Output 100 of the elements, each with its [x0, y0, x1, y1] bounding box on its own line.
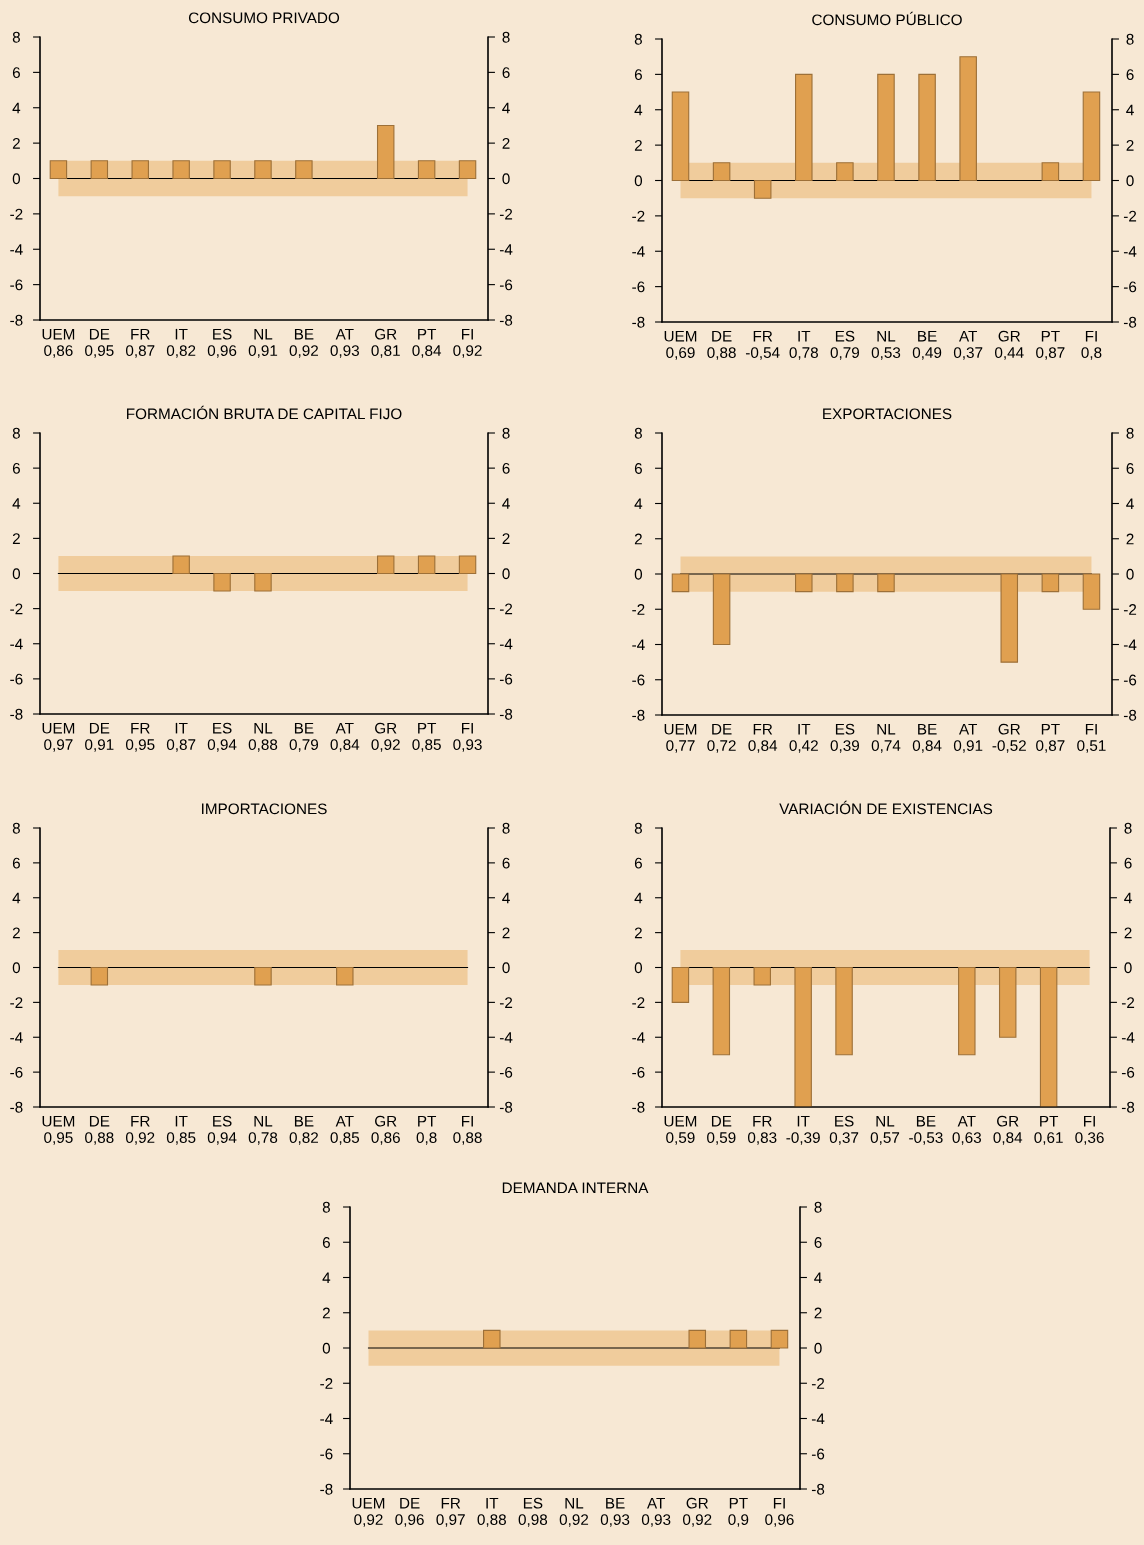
y2-tick-label: 2: [814, 1307, 822, 1319]
y2-tick-label: -6: [499, 279, 513, 291]
x-tick-label: PT 0,9: [728, 1497, 749, 1527]
x-tick-label: IT 0,78: [789, 330, 818, 360]
y-tick-label: 8: [12, 822, 20, 834]
y2-tick-label: -8: [1123, 316, 1137, 328]
x-tick-label: GR -0,52: [992, 723, 1026, 753]
x-tick-label: IT 0,87: [166, 722, 196, 752]
x-tick-label: BE 0,82: [289, 1115, 318, 1145]
x-tick-label: DE 0,88: [707, 330, 736, 360]
y2-tick-label: 6: [1126, 463, 1134, 474]
y-tick-label: 8: [12, 427, 20, 439]
y-tick-label: -6: [632, 1066, 645, 1078]
y-tick-label: -2: [320, 1378, 333, 1389]
y2-tick-label: -8: [811, 1483, 825, 1495]
y2-tick-label: 0: [814, 1342, 822, 1354]
y2-tick-label: -6: [1121, 1066, 1135, 1078]
y-tick-label: -2: [632, 997, 645, 1008]
x-tick-label: BE 0,93: [600, 1497, 630, 1527]
y-tick-label: -8: [10, 708, 23, 720]
x-tick-label: IT -0,39: [786, 1115, 820, 1145]
y2-tick-label: 0: [502, 173, 510, 185]
y-tick-label: -8: [632, 709, 645, 721]
y2-tick-label: -2: [499, 997, 513, 1008]
x-tick-label: IT 0,42: [789, 723, 818, 753]
y-tick-label: 2: [322, 1307, 330, 1319]
x-tick-label: ES 0,79: [830, 330, 860, 360]
y2-tick-label: 0: [1126, 568, 1134, 580]
x-tick-label: BE 0,84: [912, 723, 942, 753]
x-tick-label: FI 0,88: [453, 1115, 482, 1145]
y-tick-label: 0: [634, 962, 643, 974]
x-tick-label: NL 0,88: [248, 722, 278, 752]
y2-tick-label: 4: [1126, 104, 1134, 116]
y2-tick-label: 4: [1124, 892, 1132, 904]
x-tick-label: UEM 0,95: [42, 1115, 75, 1145]
x-tick-label: UEM 0,59: [664, 1115, 697, 1145]
y2-tick-label: 6: [1126, 69, 1134, 81]
y-tick-label: 4: [12, 102, 21, 114]
y-tick-label: -4: [632, 246, 645, 257]
y-tick-label: 6: [634, 463, 642, 474]
y-tick-label: -2: [632, 604, 645, 615]
y2-tick-label: -8: [499, 708, 513, 720]
y-tick-label: 6: [634, 857, 642, 869]
y-tick-label: -8: [632, 1101, 645, 1113]
y-tick-label: -6: [10, 279, 23, 291]
x-tick-label: DE 0,95: [85, 328, 114, 358]
x-tick-label: DE 0,59: [707, 1115, 736, 1145]
y2-tick-label: 0: [502, 962, 510, 974]
y2-tick-label: -2: [1123, 210, 1137, 222]
x-tick-label: PT 0,85: [412, 722, 441, 752]
y2-tick-label: 2: [1126, 533, 1134, 545]
x-tick-label: UEM 0,97: [42, 722, 75, 752]
x-tick-label: GR 0,44: [994, 330, 1024, 360]
y2-tick-label: -4: [499, 1032, 513, 1043]
y-tick-label: -6: [632, 281, 645, 293]
y-tick-label: 6: [322, 1237, 330, 1248]
y-tick-label: -8: [632, 316, 645, 328]
y2-tick-label: -8: [499, 1101, 513, 1113]
y2-tick-label: -6: [499, 1066, 513, 1078]
x-tick-label: PT 0,87: [1036, 723, 1065, 753]
x-tick-label: ES 0,37: [829, 1115, 859, 1145]
y-tick-label: 0: [634, 175, 643, 187]
y2-tick-label: 6: [814, 1237, 822, 1248]
y-tick-label: 4: [634, 892, 643, 904]
x-tick-label: FI 0,93: [453, 722, 482, 752]
y-tick-label: 8: [322, 1201, 330, 1213]
y2-tick-label: -4: [1121, 1032, 1135, 1043]
y2-tick-label: 2: [502, 927, 510, 939]
y2-tick-label: 6: [502, 462, 510, 474]
y-tick-label: 4: [12, 892, 21, 904]
y2-tick-label: 4: [502, 892, 510, 904]
y2-tick-label: 4: [502, 102, 510, 114]
x-tick-label: FR -0,54: [745, 330, 780, 360]
y-tick-label: 4: [634, 104, 643, 116]
y2-tick-label: -8: [1123, 709, 1137, 721]
y2-tick-label: 6: [1124, 857, 1132, 869]
y2-tick-label: -6: [499, 673, 513, 685]
x-tick-label: NL 0,91: [248, 328, 278, 358]
y2-tick-label: -2: [499, 603, 513, 615]
chart-title: IMPORTACIONES: [202, 803, 327, 815]
y-tick-label: 6: [12, 857, 20, 869]
y-tick-label: -6: [320, 1448, 333, 1460]
y2-tick-label: -2: [1123, 604, 1137, 615]
y2-tick-label: -4: [1123, 639, 1137, 651]
x-tick-label: NL 0,53: [871, 330, 901, 360]
y-tick-label: 2: [12, 137, 20, 149]
y-tick-label: 0: [12, 173, 21, 185]
x-tick-label: DE 0,96: [395, 1497, 424, 1527]
y2-tick-label: 2: [502, 137, 510, 149]
y-tick-label: -8: [10, 1101, 23, 1113]
y2-tick-label: 6: [502, 857, 510, 869]
x-tick-label: BE 0,79: [289, 722, 319, 752]
x-tick-label: FR 0,95: [125, 722, 155, 752]
x-tick-label: FI 0,8: [1081, 330, 1102, 360]
y2-tick-label: -8: [1121, 1101, 1135, 1113]
chart-title: EXPORTACIONES: [823, 408, 952, 420]
x-tick-label: FR 0,92: [125, 1115, 155, 1145]
x-tick-label: GR 0,92: [371, 722, 400, 752]
y2-tick-label: -4: [811, 1413, 825, 1425]
x-tick-label: NL 0,92: [559, 1497, 589, 1527]
